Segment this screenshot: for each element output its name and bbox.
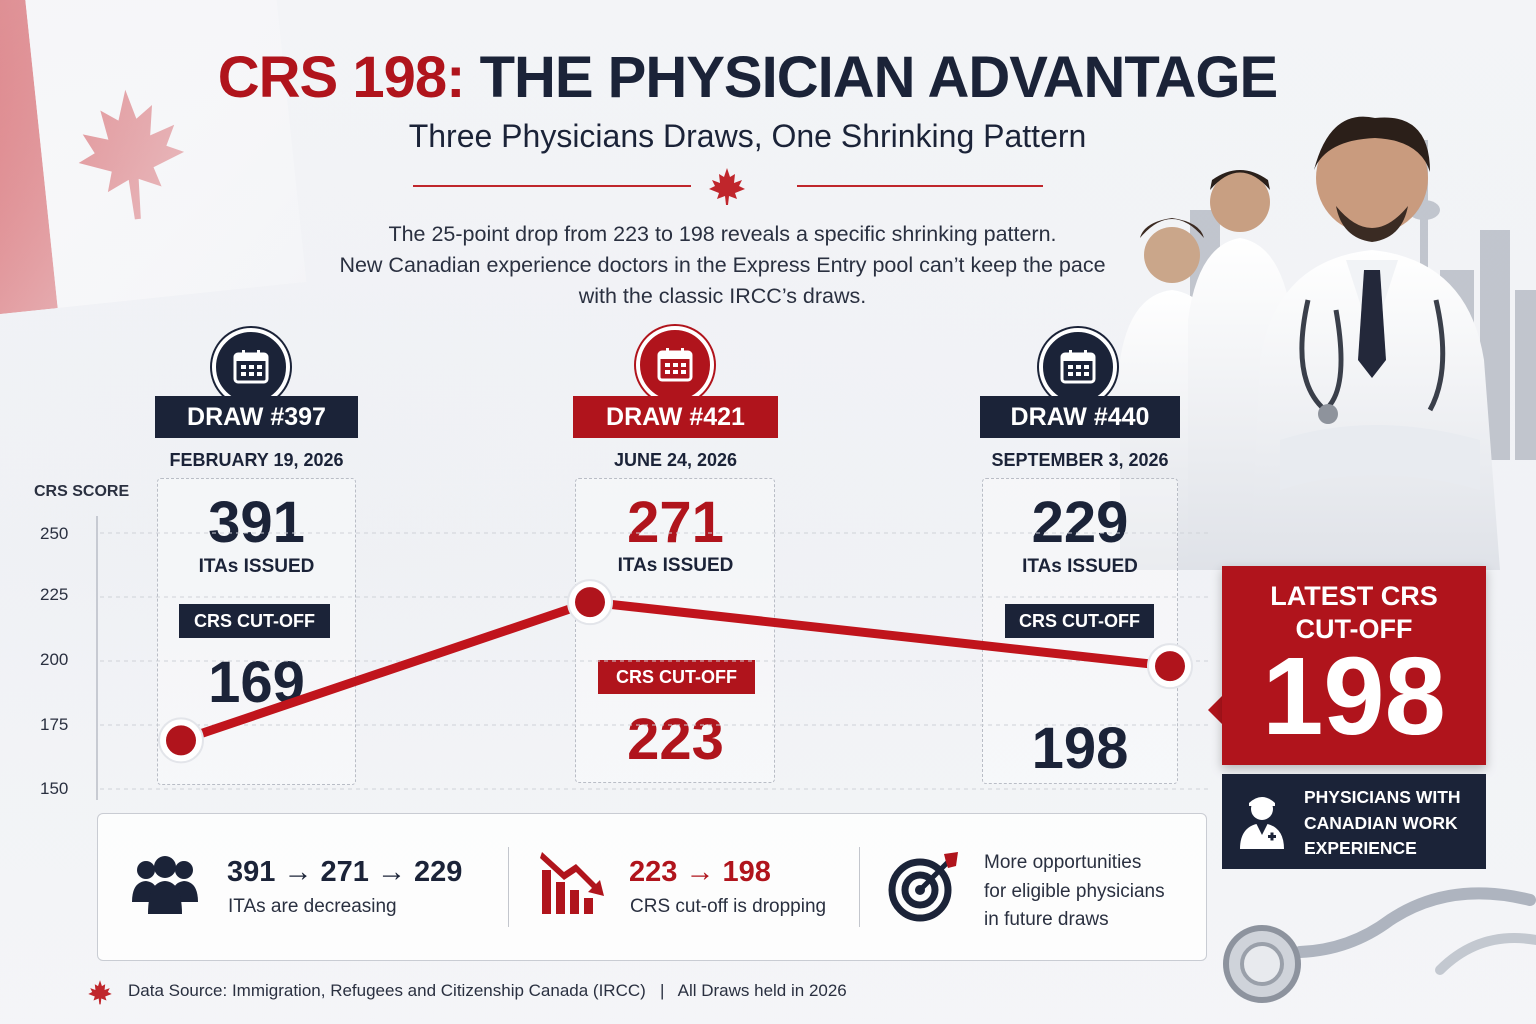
title-advantage: THE PHYSICIAN ADVANTAGE: [479, 45, 1279, 110]
summary-panel: 391 → 271 → 229 ITAs are decreasing 223 …: [97, 813, 1207, 961]
y-tick-200: 200: [40, 650, 69, 669]
cutoff-value-397: 169: [208, 650, 305, 715]
divider-right: [797, 185, 1043, 187]
maple-leaf-icon: [709, 168, 745, 205]
opp-line-1: More opportunities: [984, 852, 1142, 873]
draw-tag-397: DRAW #397: [155, 396, 358, 438]
itas-label-440: ITAs ISSUED: [1022, 556, 1138, 577]
intro-line-3: with the classic IRCC’s draws.: [578, 284, 867, 308]
y-tick-150: 150: [40, 779, 69, 798]
latest-title-line-2: CUT-OFF: [1295, 614, 1413, 644]
calendar-icon: [233, 350, 269, 384]
target-icon: [888, 852, 958, 922]
draw-date-421: JUNE 24, 2026: [613, 450, 738, 470]
crs-trend: 223 → 198: [629, 856, 771, 888]
draw-tag-421: DRAW #421: [573, 396, 778, 438]
divider-left: [413, 185, 691, 187]
intro-line-2: New Canadian experience doctors in the E…: [339, 253, 1106, 277]
cutoff-value-421: 223: [627, 707, 724, 772]
draw-tag-440: DRAW #440: [980, 396, 1180, 438]
itas-label-421: ITAs ISSUED: [617, 555, 734, 576]
latest-cutoff-title: LATEST CRS CUT-OFF: [1222, 580, 1486, 646]
phys-line-3: EXPERIENCE: [1304, 838, 1417, 858]
declining-bar-chart-icon: [540, 852, 604, 914]
calendar-icon: [1060, 350, 1096, 384]
phys-line-1: PHYSICIANS WITH: [1304, 787, 1461, 807]
draw-date-397: FEBRUARY 19, 2026: [169, 450, 344, 470]
calendar-badge-440: [1039, 328, 1117, 406]
doctor-icon: [1240, 797, 1284, 849]
itas-value-440: 229: [1031, 490, 1129, 555]
intro-line-1: The 25-point drop from 223 to 198 reveal…: [388, 222, 1057, 246]
phys-line-2: CANADIAN WORK: [1304, 812, 1458, 833]
latest-title-line-1: LATEST CRS: [1270, 581, 1438, 611]
stethoscope-icon: [1223, 887, 1536, 1003]
maple-leaf-icon: [88, 980, 112, 1005]
physicians-box: PHYSICIANS WITH CANADIAN WORK EXPERIENCE: [1222, 774, 1486, 869]
intro-text: The 25-point drop from 223 to 198 reveal…: [300, 219, 1145, 312]
cutoff-tag-440: CRS CUT-OFF: [1005, 604, 1154, 638]
itas-value-397: 391: [208, 490, 305, 555]
draw-date-440: SEPTEMBER 3, 2026: [991, 450, 1169, 470]
page-title: CRS 198: THE PHYSICIAN ADVANTAGE: [0, 44, 1495, 111]
summary-divider-1: [508, 847, 509, 927]
crs-trend-caption: CRS cut-off is dropping: [630, 896, 827, 917]
itas-value-421: 271: [627, 490, 724, 555]
calendar-badge-421: [636, 326, 714, 404]
y-tick-175: 175: [40, 715, 69, 734]
calendar-icon: [657, 348, 693, 382]
y-tick-225: 225: [40, 585, 69, 604]
cutoff-tag-397: CRS CUT-OFF: [179, 604, 330, 638]
title-crs: CRS 198:: [217, 45, 466, 110]
calendar-badge-397: [212, 328, 290, 406]
itas-trend: 391 → 271 → 229: [227, 856, 463, 888]
y-tick-250: 250: [40, 524, 69, 543]
cutoff-tag-421: CRS CUT-OFF: [598, 660, 755, 694]
opp-line-3: in future draws: [984, 909, 1109, 930]
opportunities-text: More opportunities for eligible physicia…: [984, 849, 1194, 935]
latest-cutoff-value: 198: [1262, 635, 1446, 758]
cutoff-value-440: 198: [1031, 716, 1129, 781]
data-source-footer: Data Source: Immigration, Refugees and C…: [128, 981, 847, 1000]
physicians-label: PHYSICIANS WITH CANADIAN WORK EXPERIENCE: [1304, 785, 1482, 862]
opp-line-2: for eligible physicians: [984, 880, 1165, 902]
summary-divider-2: [859, 847, 860, 927]
latest-pointer: [1208, 696, 1222, 724]
page-subtitle: Three Physicians Draws, One Shrinking Pa…: [408, 118, 1087, 154]
physicians-illustration: [1120, 116, 1500, 570]
people-group-icon: [132, 856, 198, 914]
latest-cutoff-box: LATEST CRS CUT-OFF 198: [1222, 566, 1486, 765]
y-axis-label: CRS SCORE: [34, 483, 130, 500]
itas-label-397: ITAs ISSUED: [198, 556, 315, 577]
itas-trend-caption: ITAs are decreasing: [228, 896, 397, 917]
